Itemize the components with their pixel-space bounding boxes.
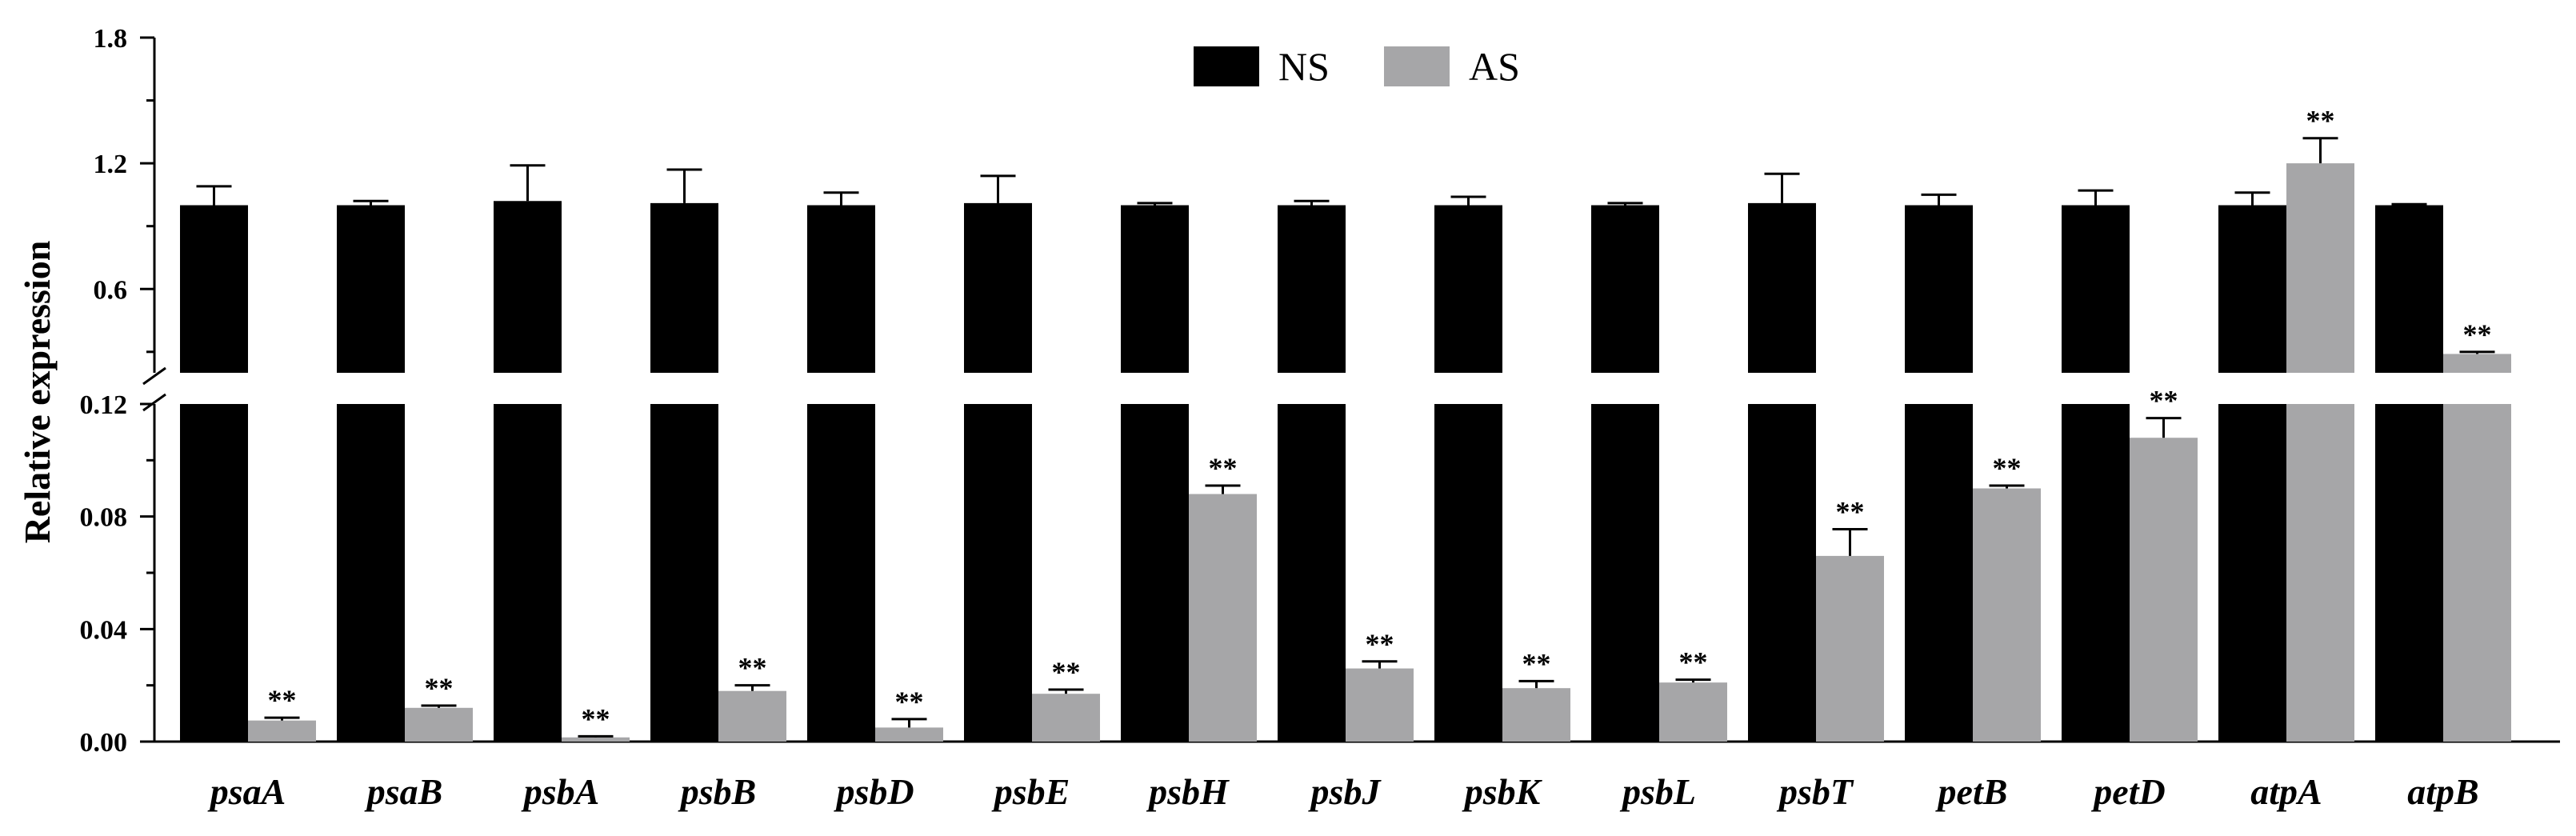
- y-axis-title: Relative expression: [17, 241, 58, 544]
- bar-as-lower: [2130, 438, 2198, 742]
- significance-label: **: [895, 686, 924, 718]
- significance-label: **: [2463, 318, 2492, 350]
- bar-ns-lower: [1121, 404, 1189, 742]
- bar-as-lower: [1346, 668, 1414, 742]
- bar-ns-upper: [494, 201, 562, 373]
- significance-label: **: [1366, 628, 1394, 660]
- significance-label: **: [2306, 105, 2335, 137]
- significance-label: **: [1522, 647, 1551, 679]
- significance-label: **: [2150, 385, 2178, 417]
- significance-label: **: [1679, 646, 1708, 678]
- bar-as-lower: [2443, 404, 2511, 742]
- bar-as-lower: [2286, 404, 2354, 742]
- bar-ns-upper: [1434, 205, 1502, 373]
- bar-ns-lower: [650, 404, 718, 742]
- x-tick-label: psbA: [521, 771, 600, 812]
- bar-ns-lower: [1591, 404, 1659, 742]
- bar-ns-upper: [1121, 205, 1189, 373]
- bar-as-lower: [562, 737, 630, 742]
- x-tick-label: psbD: [833, 771, 914, 812]
- bar-ns-upper: [1591, 205, 1659, 373]
- y-tick-label-lower: 0.12: [80, 390, 128, 420]
- x-tick-label: psbH: [1146, 771, 1230, 812]
- y-tick-label-upper: 1.2: [94, 150, 128, 179]
- x-tick-label: atpB: [2407, 771, 2478, 812]
- significance-label: **: [738, 652, 767, 684]
- bar-ns-upper: [807, 205, 875, 373]
- x-tick-label: psbJ: [1308, 771, 1382, 812]
- y-tick-label-upper: 0.6: [94, 275, 128, 305]
- y-tick-label-lower: 0.00: [80, 728, 128, 758]
- bar-ns-upper: [650, 202, 718, 373]
- x-tick-label: petB: [1935, 771, 2008, 812]
- bar-ns-lower: [2062, 404, 2130, 742]
- significance-label: **: [582, 702, 610, 734]
- x-tick-label: psbT: [1776, 771, 1854, 812]
- significance-label: **: [425, 672, 454, 704]
- bar-as-lower: [875, 727, 943, 742]
- significance-label: **: [1052, 656, 1081, 688]
- bar-as-lower: [1032, 694, 1100, 742]
- bar-ns-lower: [1905, 404, 1973, 742]
- legend-label-ns: NS: [1278, 44, 1330, 89]
- bar-as-lower: [1973, 488, 2041, 742]
- x-tick-label: atpA: [2250, 771, 2322, 812]
- x-tick-label: psbL: [1619, 771, 1696, 812]
- bar-as-lower: [248, 720, 316, 742]
- bar-as-upper: [2286, 163, 2354, 373]
- bar-as-lower: [718, 690, 786, 742]
- axis-break-mark: [142, 393, 166, 412]
- legend-swatch-ns: [1194, 46, 1259, 86]
- bar-ns-lower: [1748, 404, 1816, 742]
- bar-as-lower: [405, 707, 473, 742]
- bar-ns-upper: [1905, 205, 1973, 373]
- x-tick-label: psaA: [207, 771, 286, 812]
- x-tick-label: psbK: [1462, 771, 1543, 812]
- bar-ns-upper: [2062, 205, 2130, 373]
- bar-ns-upper: [964, 202, 1032, 373]
- bar-as-upper: [2443, 354, 2511, 373]
- significance-label: **: [268, 684, 297, 716]
- bar-ns-lower: [180, 404, 248, 742]
- bar-ns-lower: [807, 404, 875, 742]
- significance-label: **: [1993, 452, 2022, 484]
- bar-ns-lower: [1278, 404, 1346, 742]
- bar-ns-lower: [1434, 404, 1502, 742]
- y-tick-label-lower: 0.08: [80, 503, 128, 533]
- x-tick-label: petD: [2090, 771, 2165, 812]
- axis-break-mark: [142, 366, 166, 386]
- bar-ns-lower: [2218, 404, 2286, 742]
- bar-ns-upper: [1278, 205, 1346, 373]
- x-tick-label: psbB: [678, 771, 757, 812]
- bar-ns-upper: [2375, 205, 2443, 373]
- y-tick-label-lower: 0.04: [80, 615, 128, 645]
- legend-swatch-as: [1384, 46, 1450, 86]
- significance-label: **: [1836, 495, 1865, 527]
- legend-label-as: AS: [1469, 44, 1520, 89]
- bar-ns-lower: [2375, 404, 2443, 742]
- bar-ns-lower: [964, 404, 1032, 742]
- bar-ns-upper: [1748, 202, 1816, 373]
- bar-as-lower: [1816, 555, 1884, 742]
- bar-ns-upper: [2218, 205, 2286, 373]
- y-tick-label-upper: 1.8: [94, 24, 128, 54]
- x-tick-label: psaB: [364, 771, 443, 812]
- x-tick-label: psbE: [991, 771, 1070, 812]
- bar-as-lower: [1502, 688, 1570, 742]
- bar-ns-upper: [180, 205, 248, 373]
- bar-ns-upper: [337, 205, 405, 373]
- bar-ns-lower: [494, 404, 562, 742]
- bar-ns-lower: [337, 404, 405, 742]
- bar-as-lower: [1189, 494, 1257, 742]
- significance-label: **: [1209, 452, 1238, 484]
- bar-as-lower: [1659, 682, 1727, 742]
